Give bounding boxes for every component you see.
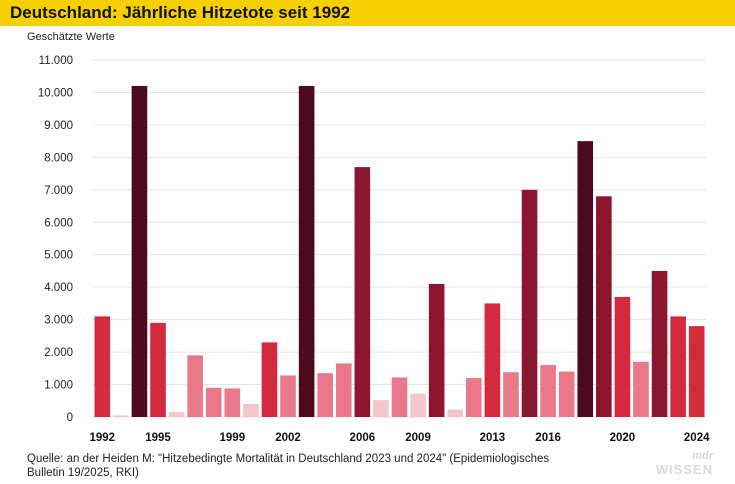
bar-2017 <box>558 371 575 417</box>
bar-1993 <box>113 415 129 417</box>
bar-2013 <box>484 303 501 417</box>
bar-2010 <box>428 283 445 417</box>
x-tick-label: 2002 <box>275 432 301 444</box>
bar-2005 <box>335 363 352 417</box>
source-note: Quelle: an der Heiden M: "Hitzebedingte … <box>27 452 627 480</box>
x-tick-label: 1999 <box>220 432 246 444</box>
bar-1995 <box>150 322 166 417</box>
x-axis-tick-labels: 1992 1995 1999 2002 2006 2009 2013 2016 2020 2024 <box>89 432 710 444</box>
y-tick-label: 3.000 <box>44 315 73 327</box>
y-tick-label: 11.000 <box>39 55 73 67</box>
bar-1999 <box>224 388 241 417</box>
y-tick-label: 1.000 <box>44 380 73 392</box>
mdr-wissen-logo: mdr WISSEN <box>655 450 713 478</box>
bar-2020 <box>614 296 631 417</box>
bar-2001 <box>261 342 278 417</box>
bars <box>94 85 705 418</box>
bar-1992 <box>94 316 111 417</box>
bar-2006 <box>354 167 371 417</box>
x-tick-label: 2024 <box>684 432 710 444</box>
bar-2022 <box>651 270 668 417</box>
bar-2015 <box>521 189 538 417</box>
bar-2008 <box>391 377 408 417</box>
bar-2009 <box>410 393 426 417</box>
y-tick-label: 4.000 <box>44 282 73 294</box>
bar-2012 <box>466 378 482 417</box>
x-tick-label: 2013 <box>480 432 506 444</box>
grid-lines <box>93 59 706 418</box>
bar-1998 <box>205 387 222 417</box>
bar-2021 <box>633 361 649 417</box>
y-tick-label: 0 <box>67 412 73 424</box>
bar-2007 <box>373 400 389 417</box>
x-tick-label: 2006 <box>350 432 376 444</box>
bar-2003 <box>298 85 315 418</box>
y-axis-tick-labels: 0 1.000 2.000 3.000 4.000 5.000 6.000 7.000 8.00… <box>38 55 73 424</box>
bar-2014 <box>503 372 519 417</box>
y-tick-label: 6.000 <box>44 217 73 229</box>
bar-2023 <box>670 316 686 417</box>
bar-1994 <box>131 85 148 418</box>
x-tick-label: 2020 <box>610 432 636 444</box>
y-tick-label: 10.000 <box>38 87 73 99</box>
source-line-1: Quelle: an der Heiden M: "Hitzebedingte … <box>27 453 550 465</box>
chart-subtitle: Geschätzte Werte <box>27 31 115 43</box>
y-tick-label: 7.000 <box>44 185 73 197</box>
title-bar: Deutschland: Jährliche Hitzetote seit 19… <box>0 0 735 26</box>
bar-1996 <box>168 412 185 417</box>
chart-title: Deutschland: Jährliche Hitzetote seit 19… <box>10 3 351 22</box>
bar-2004 <box>317 373 333 417</box>
source-line-2: Bulletin 19/2025, RKI) <box>27 467 139 479</box>
bar-2019 <box>596 196 612 417</box>
y-tick-label: 5.000 <box>44 250 73 262</box>
brand-mdr: mdr <box>692 450 713 462</box>
bar-2000 <box>243 404 259 417</box>
y-tick-label: 9.000 <box>44 120 73 132</box>
bar-2016 <box>540 365 556 417</box>
x-tick-label: 1995 <box>145 432 171 444</box>
bar-2024 <box>688 326 705 417</box>
brand-wissen: WISSEN <box>655 462 713 477</box>
bar-2018 <box>577 141 594 418</box>
bar-2002 <box>280 375 296 417</box>
x-tick-label: 1992 <box>89 432 115 444</box>
x-tick-label: 2016 <box>535 432 561 444</box>
bar-1997 <box>187 355 203 417</box>
bar-2011 <box>447 409 464 417</box>
y-tick-label: 8.000 <box>44 152 73 164</box>
x-tick-label: 2009 <box>405 432 431 444</box>
y-tick-label: 2.000 <box>44 347 73 359</box>
